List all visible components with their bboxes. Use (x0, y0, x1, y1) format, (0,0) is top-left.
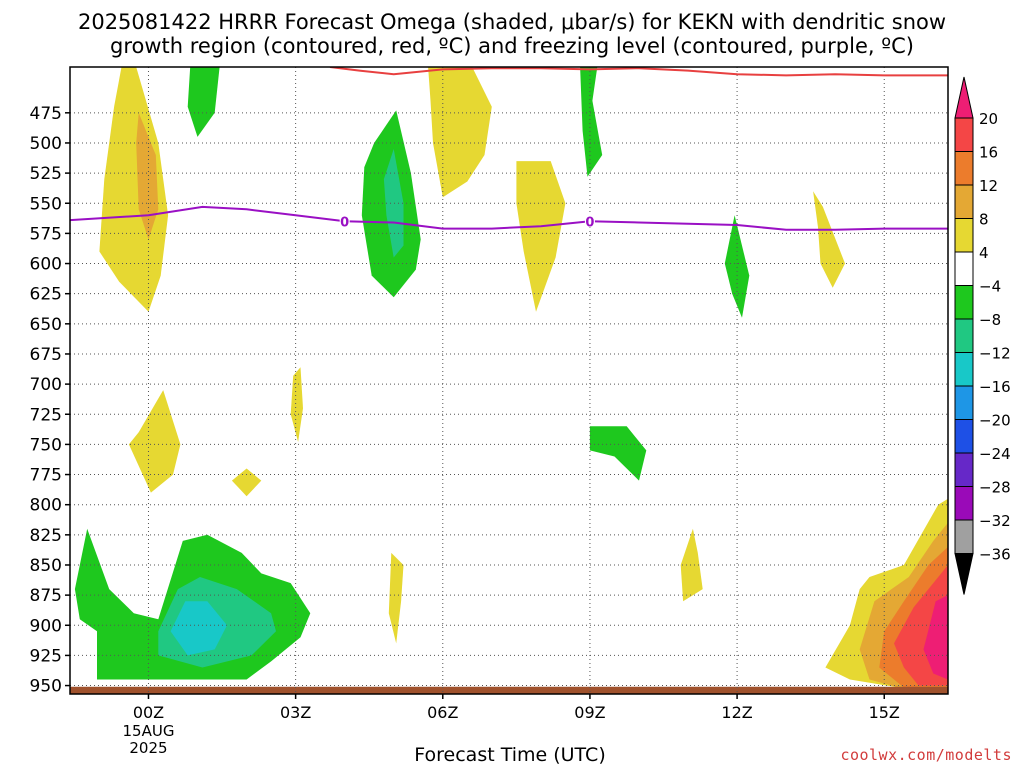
omega-region-8 (724, 215, 750, 318)
grid-lines (70, 67, 948, 694)
freezing-level-label-1: 0 (585, 215, 594, 230)
y-tick-label-825: 825 (30, 526, 62, 546)
colorbar-label-11: −28 (979, 479, 1011, 497)
y-tick-label-600: 600 (30, 255, 62, 275)
colorbar-swatch-10 (954, 419, 974, 454)
y-tick-label-500: 500 (30, 134, 62, 154)
omega-region-15 (388, 552, 404, 644)
chart-title-line1: 2025081422 HRRR Forecast Omega (shaded, … (77, 10, 947, 34)
colorbar-label-12: −32 (979, 512, 1011, 530)
colorbar-swatch-13 (954, 519, 974, 554)
y-tick-label-750: 750 (30, 435, 62, 455)
colorbar-swatch-2 (954, 151, 974, 186)
x-tick-label-12Z: 12Z (721, 703, 752, 722)
omega-region-18 (170, 601, 227, 656)
credit-link[interactable]: coolwx.com/modelts (840, 746, 1012, 764)
colorbar-swatch-3 (954, 184, 974, 219)
dgz-contour-line (329, 67, 948, 77)
freezing-level-label-0: 0 (340, 215, 349, 230)
y-tick-label-800: 800 (30, 496, 62, 516)
colorbar-swatch-11 (954, 452, 974, 487)
colorbar-swatch-1 (954, 117, 974, 152)
colorbar-label-0: 20 (979, 110, 998, 128)
freezing-label-bg-0 (339, 214, 350, 228)
omega-region-2 (187, 67, 220, 137)
terrain (70, 686, 948, 694)
colorbar-label-5: −4 (979, 278, 1001, 296)
omega-region-12 (231, 468, 262, 497)
x-tick-date: 15AUG (123, 722, 175, 740)
y-tick-label-575: 575 (30, 224, 62, 244)
y-tick-label-875: 875 (30, 586, 62, 606)
colorbar-top-arrow (954, 76, 974, 119)
omega-region-4 (383, 149, 404, 258)
chart-title-line2: growth region (contoured, red, ºC) and f… (110, 34, 914, 58)
y-tick-label-725: 725 (30, 405, 62, 425)
y-tick-label-900: 900 (30, 616, 62, 636)
x-tick-label-03Z: 03Z (280, 703, 311, 722)
omega-region-0 (99, 67, 169, 312)
colorbar-swatch-12 (954, 486, 974, 521)
colorbar-swatch-9 (954, 385, 974, 420)
omega-region-5 (428, 67, 492, 198)
colorbar-label-9: −20 (979, 412, 1011, 430)
colorbar-label-13: −36 (979, 546, 1011, 564)
colorbar-label-6: −8 (979, 311, 1001, 329)
y-tick-label-925: 925 (30, 646, 62, 666)
axes: 475 500 525 550 575 600 625 650 675 700 725 750 775 8… (30, 66, 949, 757)
omega-region-6 (516, 161, 566, 312)
colorbar-swatch-4 (954, 218, 974, 253)
x-tick-label-06Z: 06Z (427, 703, 458, 722)
y-tick-label-950: 950 (30, 677, 62, 697)
colorbar-label-3: 8 (979, 211, 989, 229)
y-tick-label-625: 625 (30, 285, 62, 305)
colorbar-label-10: −24 (979, 445, 1011, 463)
x-tick-label-09Z: 09Z (574, 703, 605, 722)
colorbar-label-4: 4 (979, 244, 989, 262)
omega-region-11 (128, 390, 181, 493)
omega-region-23 (923, 595, 948, 680)
colorbar-swatch-7 (954, 318, 974, 353)
ground-strip (70, 686, 948, 694)
colorbar: 20 16 12 8 4 −4 −8 −12 −16 −20 −24 −28 −32 −36 (954, 76, 1011, 595)
plot-frame (69, 66, 949, 695)
x-tick-year: 2025 (129, 739, 167, 757)
y-tick-label-700: 700 (30, 375, 62, 395)
y-tick-label-850: 850 (30, 556, 62, 576)
colorbar-label-7: −12 (979, 345, 1011, 363)
y-tick-label-550: 550 (30, 194, 62, 214)
freezing-label-bg-1 (584, 214, 595, 228)
omega-shading (74, 67, 948, 692)
freezing-level-line (70, 205, 948, 231)
omega-region-1 (136, 112, 159, 240)
y-tick-label-675: 675 (30, 345, 62, 365)
omega-region-13 (589, 426, 647, 481)
y-tick-label-475: 475 (30, 104, 62, 124)
x-axis-label: Forecast Time (UTC) (414, 744, 606, 766)
colorbar-label-1: 16 (979, 144, 998, 162)
colorbar-bottom-arrow (954, 553, 974, 595)
omega-region-7 (580, 67, 603, 177)
x-tick-label-15Z: 15Z (869, 703, 900, 722)
omega-region-9 (813, 191, 845, 288)
colorbar-swatch-6 (954, 285, 974, 320)
x-tick-label-00Z: 00Z (133, 703, 164, 722)
omega-region-10 (290, 367, 303, 442)
y-tick-label-650: 650 (30, 315, 62, 335)
colorbar-swatch-8 (954, 352, 974, 387)
colorbar-swatch-5 (954, 251, 974, 286)
y-tick-label-525: 525 (30, 164, 62, 184)
colorbar-label-2: 12 (979, 177, 998, 195)
colorbar-label-8: −16 (979, 378, 1011, 396)
y-tick-label-775: 775 (30, 466, 62, 486)
omega-region-14 (680, 528, 703, 602)
